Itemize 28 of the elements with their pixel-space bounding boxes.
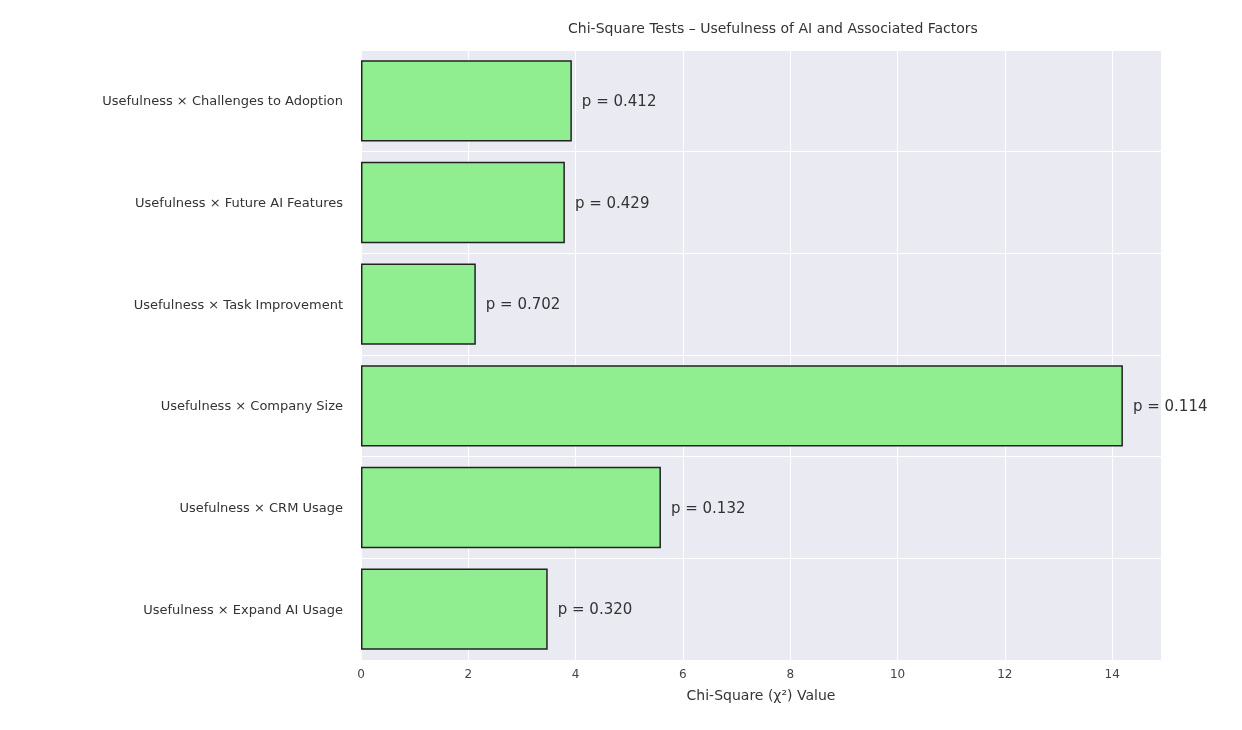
x-tick-label: 12 <box>997 667 1013 681</box>
x-tick-label: 0 <box>357 667 365 681</box>
bar <box>361 60 572 142</box>
x-tick-label: 10 <box>889 667 906 681</box>
y-tick-label: Usefulness × Company Size <box>160 398 343 414</box>
x-tick-label: 2 <box>464 667 473 681</box>
x-tick-label: 6 <box>679 667 687 681</box>
annotation: p = 0.412 <box>581 91 657 110</box>
x-tick-label: 14 <box>1104 667 1120 681</box>
annotation: p = 0.132 <box>670 498 746 517</box>
x-tick-label: 8 <box>786 667 795 681</box>
x-axis-title: Chi-Square (χ²) Value <box>686 687 836 703</box>
bar <box>361 263 476 345</box>
x-tick-label: 4 <box>571 667 580 681</box>
annotation: p = 0.114 <box>1132 396 1208 415</box>
bar <box>361 161 565 244</box>
bar <box>361 466 661 549</box>
chart-title: Chi-Square Tests – Usefulness of AI and Associated Factors <box>568 20 978 36</box>
bar <box>361 365 1123 447</box>
y-tick-label: Usefulness × Future AI Features <box>135 195 344 210</box>
annotation: p = 0.429 <box>574 193 650 212</box>
y-tick-label: Usefulness × Task Improvement <box>133 296 343 312</box>
y-tick-label: Usefulness × Challenges to Adoption <box>102 93 343 109</box>
y-tick-label: Usefulness × Expand AI Usage <box>143 601 343 617</box>
annotation: p = 0.702 <box>485 295 561 314</box>
annotation: p = 0.320 <box>557 600 633 619</box>
bar <box>361 568 548 650</box>
y-tick-label: Usefulness × CRM Usage <box>179 500 343 515</box>
